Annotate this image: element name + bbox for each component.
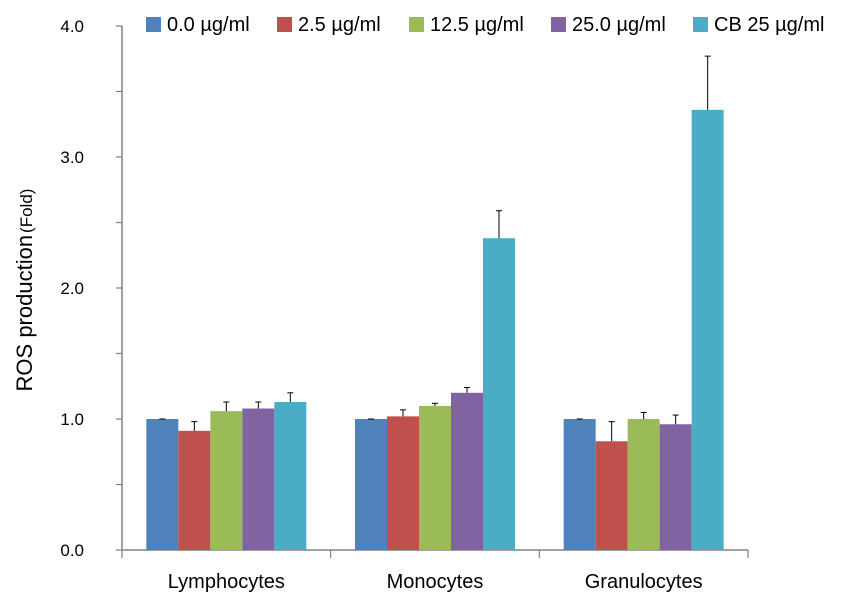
bar — [178, 430, 211, 550]
y-axis-title-main: ROS production — [12, 235, 37, 392]
x-tick-label: Lymphocytes — [168, 571, 285, 593]
y-tick-label: 2.0 — [60, 279, 84, 298]
bar — [659, 424, 692, 550]
legend-label: 12.5 µg/ml — [430, 14, 524, 36]
legend-label: 25.0 µg/ml — [572, 14, 666, 36]
legend-label: 2.5 µg/ml — [298, 14, 381, 36]
error-bars — [159, 55, 711, 442]
legend: 0.0 µg/ml 2.5 µg/ml 12.5 µg/ml 25.0 µg/ml CB… — [146, 14, 824, 36]
x-tick-label: Monocytes — [387, 571, 484, 593]
x-tick-label: Granulocytes — [585, 571, 703, 593]
bar — [563, 419, 596, 550]
bar — [595, 441, 628, 550]
legend-swatch — [693, 17, 708, 32]
legend-label: 0.0 µg/ml — [167, 14, 250, 36]
bar — [355, 419, 387, 550]
y-tick-label: 3.0 — [60, 148, 84, 167]
y-tick-label: 0.0 — [60, 541, 84, 560]
legend-label: CB 25 µg/ml — [714, 14, 824, 36]
bar — [210, 411, 243, 550]
bars — [146, 109, 724, 550]
y-tick-label: 1.0 — [60, 410, 84, 429]
bar — [419, 405, 451, 550]
legend-swatch — [409, 17, 424, 32]
bar — [242, 408, 275, 550]
bar — [146, 419, 179, 550]
legend-swatch — [277, 17, 292, 32]
bar — [627, 419, 660, 550]
bar — [451, 392, 483, 550]
bar — [691, 109, 724, 550]
legend-swatch — [146, 17, 161, 32]
bar — [483, 238, 515, 550]
plot-area: 0.0 1.0 2.0 3.0 4.0 Lymphocytes Monocytes Gran… — [60, 17, 749, 593]
bar — [387, 416, 419, 550]
y-axis-title: ROS production (Fold) — [12, 189, 37, 392]
legend-swatch — [551, 17, 566, 32]
bar — [274, 401, 307, 550]
y-tick-label: 4.0 — [60, 17, 84, 36]
x-ticks: Lymphocytes Monocytes Granulocytes — [121, 550, 749, 593]
y-ticks: 0.0 1.0 2.0 3.0 4.0 — [60, 17, 122, 560]
y-axis-title-unit: (Fold) — [17, 189, 36, 233]
